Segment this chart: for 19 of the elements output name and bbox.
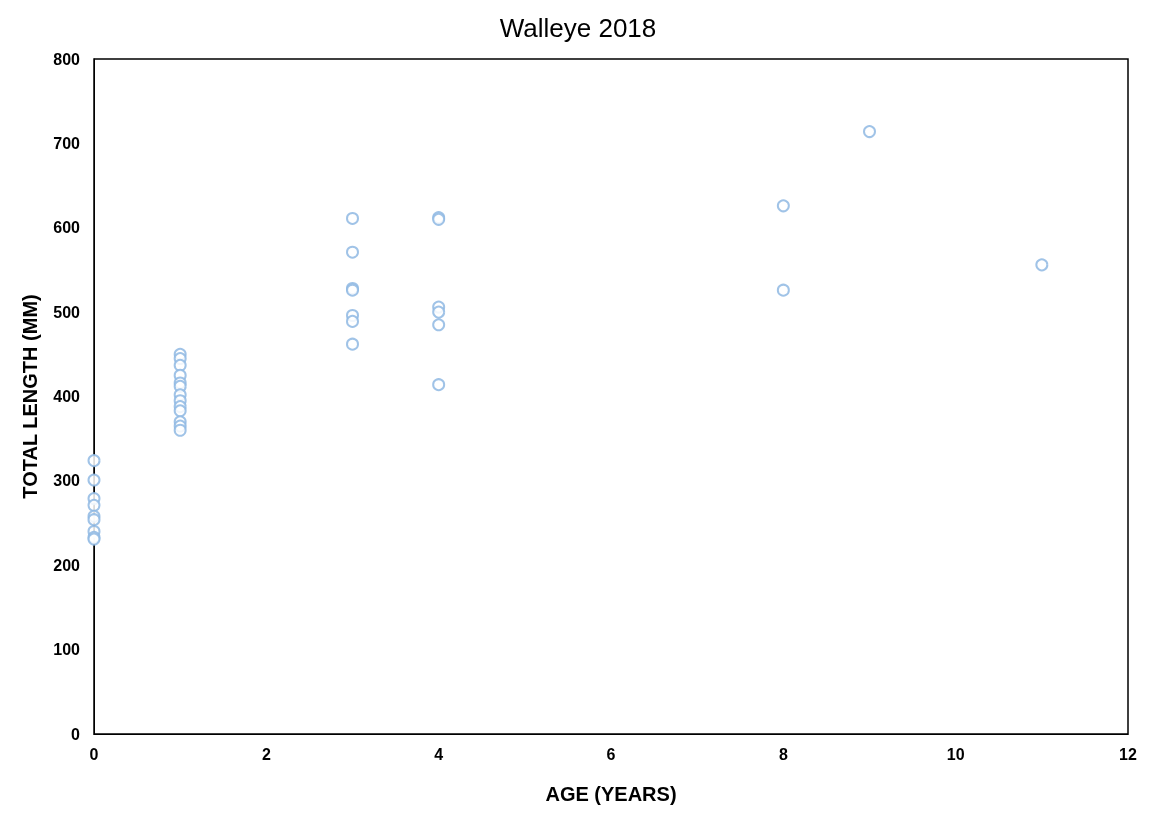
x-axis-title: AGE (YEARS) <box>545 783 677 805</box>
y-tick-label: 200 <box>53 556 81 574</box>
y-axis-title: TOTAL LENGTH (MM) <box>19 294 41 499</box>
y-tick-label: 700 <box>53 134 81 152</box>
x-tick-label: 6 <box>606 745 616 763</box>
x-tick-label: 2 <box>261 745 271 763</box>
y-tick-label: 0 <box>71 725 81 743</box>
y-tick-label: 400 <box>53 388 81 405</box>
x-tick-label: 4 <box>434 745 444 763</box>
y-tick-label: 300 <box>53 472 81 490</box>
y-tick-label: 100 <box>53 641 81 659</box>
x-tick-label: 0 <box>89 745 99 763</box>
x-tick-label: 10 <box>946 745 965 763</box>
y-tick-label: 800 <box>53 50 81 68</box>
y-tick-label: 600 <box>53 219 81 237</box>
x-tick-label: 8 <box>778 745 788 763</box>
x-tick-label: 12 <box>1119 745 1137 763</box>
y-tick-label: 500 <box>53 303 81 321</box>
chart-title: Walleye 2018 <box>499 13 657 43</box>
